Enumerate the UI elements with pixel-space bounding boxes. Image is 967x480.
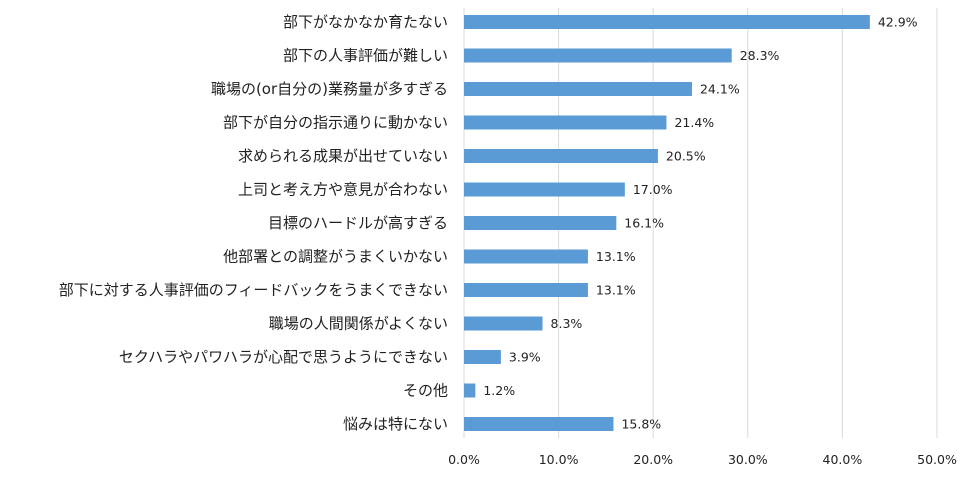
bar (464, 15, 870, 29)
data-label: 16.1% (624, 216, 664, 231)
bar (464, 149, 658, 163)
x-tick-label: 0.0% (448, 452, 480, 467)
category-label: 悩みは特にない (343, 415, 448, 433)
data-label: 17.0% (633, 182, 673, 197)
bar (464, 82, 692, 96)
bar (464, 383, 476, 398)
x-tick-label: 30.0% (728, 452, 768, 467)
x-tick-label: 20.0% (633, 452, 673, 467)
x-tick-label: 50.0% (917, 452, 957, 467)
category-label: 求められる成果が出せていない (238, 147, 448, 165)
category-label: 部下が自分の指示通りに動かない (223, 114, 448, 132)
bar (464, 182, 625, 197)
data-label: 28.3% (740, 48, 780, 63)
data-label: 20.5% (666, 149, 706, 164)
bar (464, 249, 588, 264)
bar (464, 115, 667, 130)
data-label: 8.3% (551, 316, 583, 331)
data-label: 13.1% (596, 283, 636, 298)
bar (464, 350, 501, 364)
data-label: 42.9% (878, 15, 918, 30)
data-label: 13.1% (596, 249, 636, 264)
bar (464, 48, 732, 63)
category-label: 部下の人事評価が難しい (283, 47, 448, 65)
bar (464, 216, 617, 230)
category-label: 上司と考え方や意見が合わない (238, 181, 448, 199)
bar (464, 316, 543, 331)
data-label: 21.4% (674, 115, 714, 130)
data-label: 1.2% (483, 383, 515, 398)
category-label: 部下に対する人事評価のフィードバックをうまくできない (59, 281, 448, 299)
bar (464, 417, 614, 431)
gridlines (558, 8, 938, 438)
category-label: 目標のハードルが高すぎる (268, 214, 448, 232)
category-label: セクハラやパワハラが心配で思うようにできない (119, 348, 448, 366)
category-label: 職場の人間関係がよくない (269, 315, 448, 333)
data-label: 15.8% (621, 417, 661, 432)
category-label: 部下がなかなか育たない (283, 13, 448, 31)
category-label: 職場の(or自分の)業務量が多すぎる (211, 80, 448, 98)
x-tick-label: 40.0% (823, 452, 863, 467)
bar (464, 283, 588, 297)
data-label: 24.1% (700, 82, 740, 97)
category-label: 他部署との調整がうまくいかない (223, 248, 448, 266)
x-tick-label: 10.0% (539, 452, 579, 467)
category-label: その他 (403, 382, 448, 400)
data-label: 3.9% (509, 350, 541, 365)
